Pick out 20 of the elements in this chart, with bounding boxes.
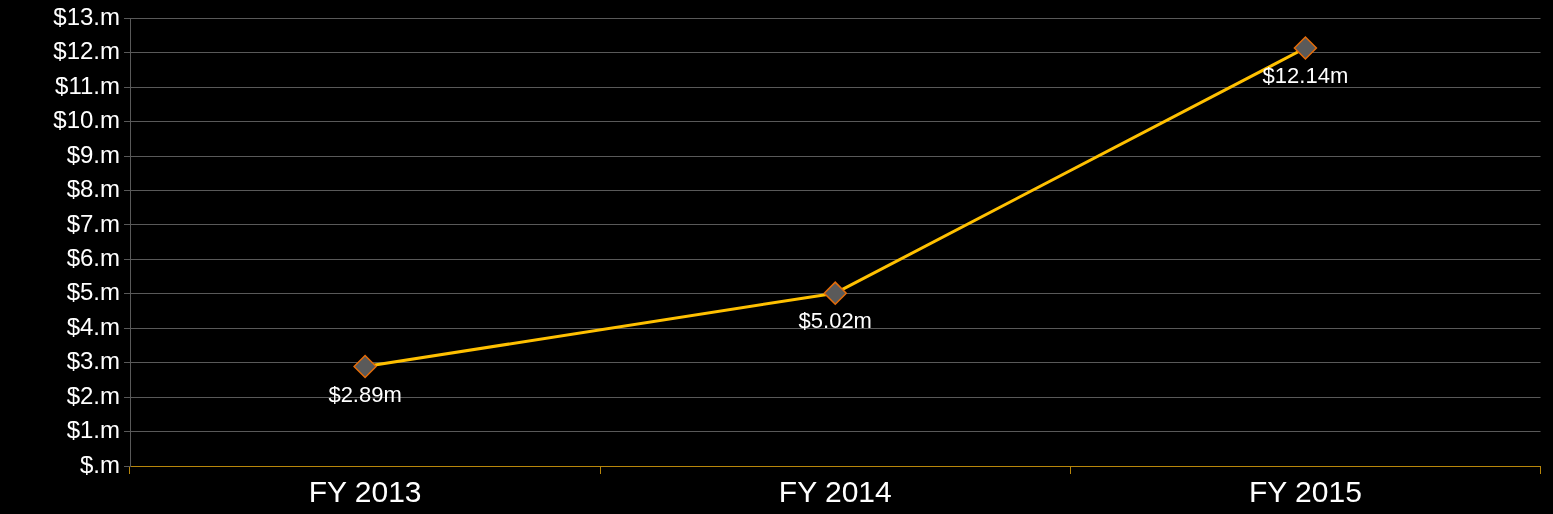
y-tick-label: $10.m: [53, 106, 120, 134]
y-tick-label: $3.m: [66, 347, 120, 375]
y-tick-label: $7.m: [66, 209, 120, 237]
y-tick-label: $9.m: [66, 140, 120, 168]
data-label: $5.02m: [798, 308, 872, 334]
x-tick-label: FY 2015: [1248, 475, 1362, 509]
y-tick-label: $12.m: [53, 37, 120, 65]
y-tick-label: $4.m: [66, 312, 120, 340]
x-tick-label: FY 2013: [308, 475, 422, 509]
y-tick-label: $2.m: [66, 381, 120, 409]
data-label: $2.89m: [328, 381, 402, 407]
y-tick-label: $8.m: [66, 175, 120, 203]
data-label: $12.14m: [1262, 63, 1349, 89]
y-tick-label: $6.m: [66, 244, 120, 272]
y-tick-label: $5.m: [66, 278, 120, 306]
y-tick-label: $11.m: [55, 71, 120, 99]
y-tick-label: $13.m: [53, 3, 120, 31]
y-tick-label: $1.m: [66, 416, 120, 444]
x-tick-label: FY 2014: [778, 475, 892, 509]
y-tick-label: $.m: [79, 450, 120, 478]
